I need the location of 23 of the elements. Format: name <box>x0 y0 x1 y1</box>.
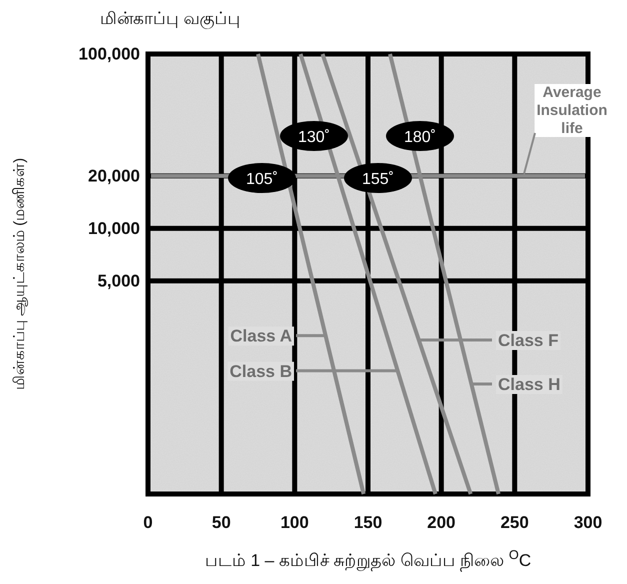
ref-line-label: Average Insulation life <box>536 84 608 137</box>
y-tick-label: 100,000 <box>78 44 140 64</box>
chart-title: மின்காப்பு வகுப்பு <box>100 9 241 29</box>
annotation: 105˚ <box>246 171 278 188</box>
legend-label: Class F <box>498 331 558 350</box>
legend-label: Class H <box>498 375 560 394</box>
annotation: 180˚ <box>404 129 436 146</box>
series-label: Class A <box>230 326 292 346</box>
x-tick-label: 150 <box>354 513 382 532</box>
y-tick-label: 5,000 <box>97 271 140 290</box>
x-tick-label: 100 <box>280 513 309 532</box>
x-tick-label: 250 <box>500 513 529 532</box>
text: Class B <box>230 362 292 381</box>
x-axis-title: படம் 1 – கம்பிச் சுற்றுதல் வெப்ப நிலை $^{O}$C <box>204 546 532 572</box>
annotation: 130˚ <box>298 129 330 146</box>
y-tick-label: 10,000 <box>88 218 140 238</box>
x-tick-label: 0 <box>143 513 153 532</box>
x-tick-label: 200 <box>427 513 456 532</box>
annotation: 155˚ <box>362 171 394 188</box>
x-tick-label: 300 <box>574 513 602 532</box>
x-tick-label: 50 <box>212 513 231 532</box>
y-axis-title: மின்காப்பு ஆயுட்காலம் (மணிகள்) <box>11 158 28 390</box>
y-tick-label: 20,000 <box>88 166 140 186</box>
